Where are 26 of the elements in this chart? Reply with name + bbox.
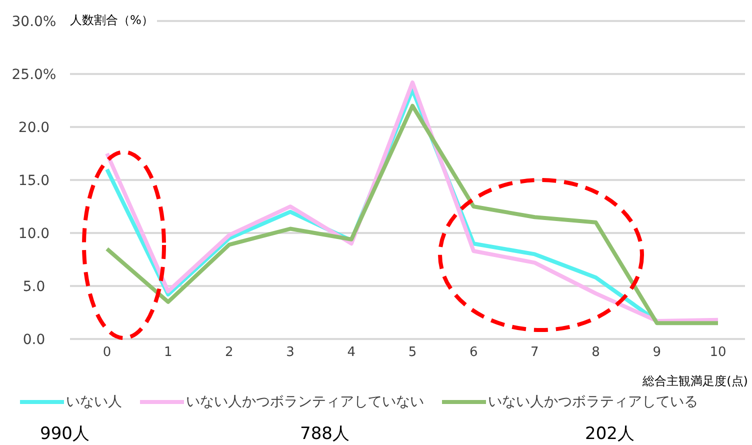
x-axis-title: 総合主観満足度(点): [642, 373, 748, 390]
x-tick-label: 9: [652, 345, 662, 360]
x-tick-label: 5: [408, 345, 417, 360]
text: 788人: [300, 423, 350, 445]
y-tick-label: 5.0: [22, 278, 46, 295]
x-tick-label: 7: [530, 345, 539, 360]
legend-label: いない人かつボラティアしている: [488, 393, 698, 411]
y-tick-label: 25.0%: [12, 66, 56, 83]
text: 202人: [585, 423, 634, 445]
x-tick-label: 6: [469, 345, 478, 360]
x-tick-label: 0: [102, 345, 112, 360]
legend-label: いない人: [66, 393, 122, 411]
y-axis-title: 人数割合（%）: [70, 12, 158, 29]
y-tick-label: 30.0%: [12, 14, 56, 30]
y-tick-label: 0.0: [22, 332, 46, 348]
y-tick-label: 10.0: [18, 226, 50, 242]
x-tick-label: 1: [164, 345, 172, 360]
legend-label: いない人かつボランティアしていない: [186, 393, 424, 411]
x-tick-label: 8: [592, 345, 600, 360]
x-tick-label: 2: [225, 345, 234, 360]
y-tick-label: 20.0: [18, 120, 50, 136]
y-tick-label: 15.0: [18, 172, 50, 189]
x-tick-label: 3: [286, 345, 294, 360]
x-tick-label: 10: [710, 345, 726, 360]
x-tick-label: 4: [347, 345, 356, 360]
text: 990人: [40, 423, 90, 445]
